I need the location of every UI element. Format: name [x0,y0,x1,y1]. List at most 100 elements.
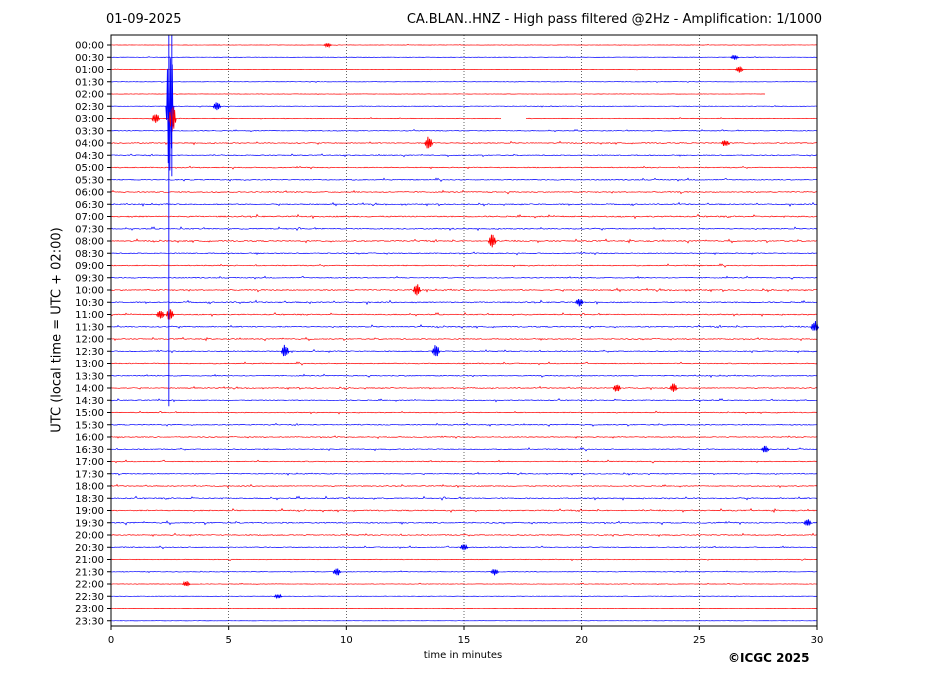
y-tick-label: 11:30 [75,322,104,333]
y-tick-label: 17:30 [75,469,104,480]
event-spike [730,54,739,61]
plot-frame [110,34,818,627]
event-spike [487,234,497,248]
trace-row-0200 [110,93,766,95]
trace-row-0900 [110,263,818,268]
trace-row-1500 [110,410,818,415]
trace-row-0600 [110,189,818,195]
trace-row-1400 [110,385,818,391]
y-tick-label: 04:00 [75,139,104,150]
event-spike [280,344,290,357]
x-tick-label: 5 [225,635,231,646]
trace-row-0730 [110,226,818,232]
y-tick-label: 05:00 [75,163,104,174]
event-spike [323,43,332,49]
trace-row-1300 [110,361,818,366]
y-tick-label: 09:00 [75,261,104,272]
x-tick-label: 15 [458,635,471,646]
y-tick-label: 22:30 [75,592,104,603]
y-tick-label: 10:30 [75,298,104,309]
copyright-label: ©ICGC 2025 [728,651,810,665]
x-tick-label: 10 [340,635,353,646]
trace-row-1930 [110,520,818,526]
date-label: 01-09-2025 [106,12,182,27]
x-tick-label: 25 [693,635,706,646]
trace-row-1200 [110,336,818,342]
y-tick-label: 22:00 [75,580,104,591]
trace-row-0700 [110,213,818,220]
y-tick-label: 20:00 [75,531,104,542]
trace-row-2130 [110,570,818,573]
event-spike [165,308,175,320]
trace-row-1800 [110,483,818,489]
event-spike [574,299,584,307]
y-tick-label: 01:30 [75,77,104,88]
y-tick-label: 05:30 [75,175,104,186]
event-transient [168,35,173,407]
y-tick-label: 20:30 [75,543,104,554]
x-tick-label: 30 [811,635,824,646]
x-tick-label: 20 [575,635,588,646]
event-spike [669,383,678,392]
trace-row-1830 [110,495,818,501]
y-tick-label: 17:00 [75,457,104,468]
y-tick-label: 12:00 [75,335,104,346]
x-tick-label: 0 [108,635,114,646]
y-tick-label: 03:00 [75,114,104,125]
chart-title: CA.BLAN..HNZ - High pass filtered @2Hz -… [406,12,822,27]
event-spike [273,593,283,600]
trace-row-2100 [110,558,818,562]
y-tick-label: 15:30 [75,420,104,431]
event-spike [612,384,622,392]
y-tick-label: 10:00 [75,286,104,297]
event-spike [412,284,422,296]
trace-row-0400 [110,140,818,146]
y-tick-label: 16:00 [75,433,104,444]
y-tick-label: 04:30 [75,151,104,162]
trace-row-2200 [110,582,818,585]
y-tick-label: 06:30 [75,200,104,211]
x-axis-label: time in minutes [423,650,503,661]
y-tick-label: 15:00 [75,408,104,419]
y-tick-label: 13:00 [75,359,104,370]
trace-row-0800 [110,238,818,244]
event-spike [332,568,342,576]
y-tick-label: 23:30 [75,616,104,627]
event-spike [459,544,469,551]
y-tick-label: 08:30 [75,249,104,260]
y-tick-label: 18:30 [75,494,104,505]
event-spike [151,114,161,123]
y-tick-label: 23:00 [75,604,104,615]
y-tick-label: 00:00 [75,41,104,52]
event-spike [803,519,812,526]
event-spike [735,66,744,73]
y-tick-label: 09:30 [75,273,104,284]
trace-row-0130 [110,80,818,83]
y-tick-label: 02:00 [75,90,104,101]
trace-row-1530 [110,422,818,427]
grid-layer [228,35,700,626]
y-tick-label: 02:30 [75,102,104,113]
trace-row-2000 [110,532,818,538]
y-tick-label: 01:00 [75,65,104,76]
trace-row-0830 [110,251,818,256]
y-tick-label: 06:00 [75,188,104,199]
x-tick-layer: 0 5 10 15 20 25 30 [108,626,824,646]
y-tick-label: 13:30 [75,371,104,382]
y-tick-label: 11:00 [75,310,104,321]
y-tick-label: 12:30 [75,347,104,358]
event-spike [490,568,499,576]
trace-row-0030 [110,56,818,59]
trace-row-0630 [110,201,818,207]
y-tick-label: 08:00 [75,237,104,248]
trace-row-0330 [110,129,818,133]
trace-row-0100 [110,68,818,71]
trace-row-1430 [110,398,818,403]
y-tick-label: 21:30 [75,567,104,578]
y-tick-label: 07:30 [75,224,104,235]
trace-row-0300 [110,117,818,120]
y-tick-label: 07:00 [75,212,104,223]
event-spike [431,345,441,357]
